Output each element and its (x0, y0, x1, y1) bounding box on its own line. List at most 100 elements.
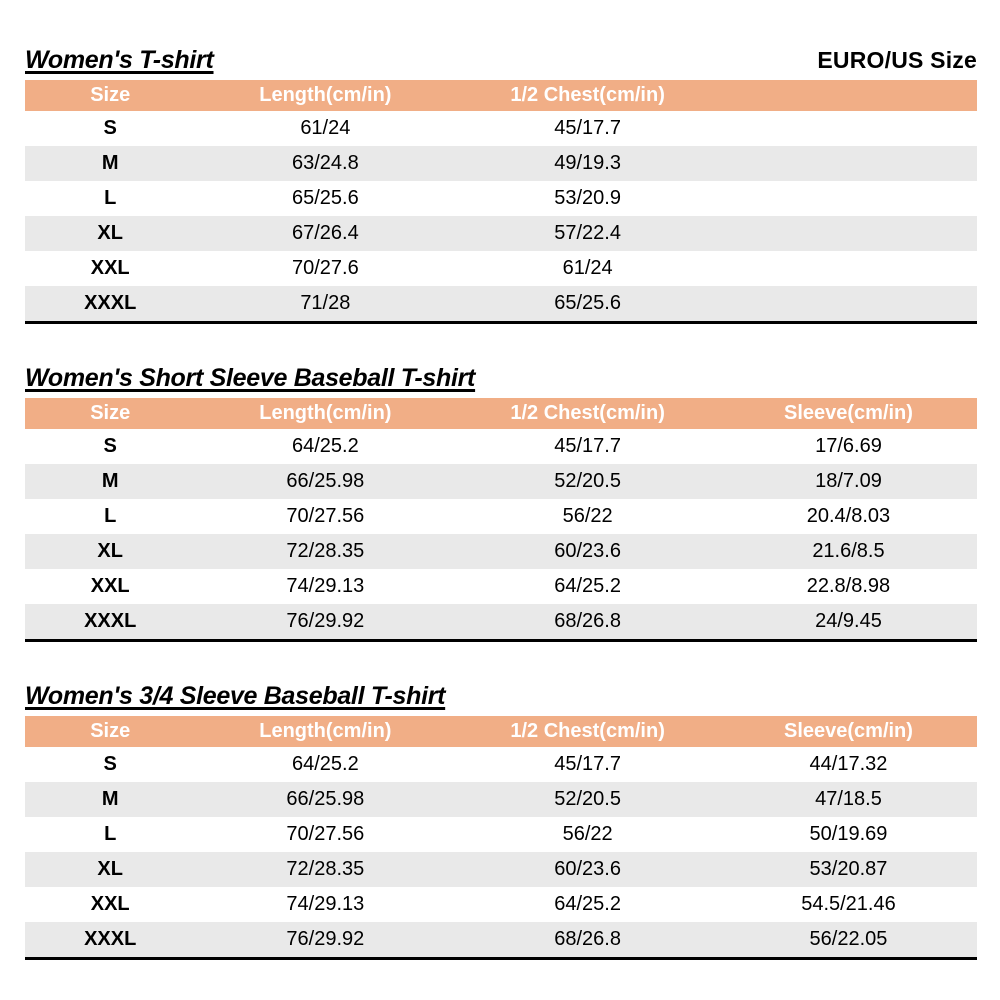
length-cell: 70/27.6 (291, 257, 359, 279)
table-row-xxxl: XXXL 76/29.92 68/26.8 56/22.05 (25, 922, 977, 959)
chest-cell: 49/19.3 (554, 152, 621, 174)
chest-cell: 45/17.7 (554, 117, 621, 139)
table-row-s: S 61/24 45/17.7 (25, 111, 977, 146)
chest-cell: 64/25.2 (554, 893, 621, 915)
chest-cell: 60/23.6 (554, 858, 621, 880)
table-row-l: L 70/27.56 56/22 50/19.69 (25, 817, 977, 852)
section-head: Women's Short Sleeve Baseball T-shirt (25, 364, 977, 392)
size-cell: XXXL (84, 610, 137, 632)
length-cell: 74/29.13 (286, 575, 365, 597)
table-row-xl: XL 67/26.4 57/22.4 (25, 216, 977, 251)
chest-cell: 45/17.7 (554, 435, 621, 457)
size-cell: M (101, 152, 119, 174)
length-cell: 61/24 (300, 117, 351, 139)
chest-cell: 68/26.8 (554, 928, 621, 950)
section-title-three-quarter-sleeve-baseball: Women's 3/4 Sleeve Baseball T-shirt (25, 682, 446, 710)
length-cell: 74/29.13 (286, 893, 365, 915)
table-row-xxxl: XXXL 71/28 65/25.6 (25, 286, 977, 323)
table-row-xl: XL 72/28.35 60/23.6 53/20.87 (25, 852, 977, 887)
empty-cell (720, 286, 977, 323)
length-cell: 70/27.56 (286, 505, 365, 527)
column-header-chest: 1/2 Chest(cm/in) (455, 398, 720, 429)
size-cell: XXXL (84, 292, 137, 314)
sleeve-cell: 50/19.69 (809, 823, 888, 845)
chest-cell: 65/25.6 (554, 292, 621, 314)
length-cell: 71/28 (300, 292, 351, 314)
chest-cell: 53/20.9 (554, 187, 621, 209)
section-title-short-sleeve-baseball: Women's Short Sleeve Baseball T-shirt (25, 364, 476, 392)
sleeve-cell: 44/17.32 (809, 753, 888, 775)
sleeve-cell: 53/20.87 (809, 858, 888, 880)
chest-cell: 52/20.5 (554, 788, 621, 810)
chest-cell: 64/25.2 (554, 575, 621, 597)
length-cell: 76/29.92 (286, 610, 365, 632)
sleeve-cell: 56/22.05 (809, 928, 888, 950)
length-cell: 63/24.8 (291, 152, 359, 174)
size-cell: XL (97, 222, 123, 244)
length-cell: 72/28.35 (286, 858, 365, 880)
chest-cell: 61/24 (562, 257, 613, 279)
length-cell: 72/28.35 (286, 540, 365, 562)
length-cell: 64/25.2 (291, 753, 359, 775)
table-row-m: M 66/25.98 52/20.5 18/7.09 (25, 464, 977, 499)
sleeve-cell: 24/9.45 (815, 610, 882, 632)
column-header-chest: 1/2 Chest(cm/in) (455, 716, 720, 747)
empty-cell (720, 181, 977, 216)
column-header-length: Length(cm/in) (195, 80, 456, 111)
table-header-row: Size Length(cm/in) 1/2 Chest(cm/in) (25, 80, 977, 111)
table-header-row: Size Length(cm/in) 1/2 Chest(cm/in) Slee… (25, 398, 977, 429)
size-cell: M (101, 788, 119, 810)
column-header-chest: 1/2 Chest(cm/in) (455, 80, 720, 111)
table-row-s: S 64/25.2 45/17.7 44/17.32 (25, 747, 977, 782)
column-header-size: Size (25, 80, 196, 111)
length-cell: 66/25.98 (286, 470, 365, 492)
chest-cell: 52/20.5 (554, 470, 621, 492)
section-head: Women's 3/4 Sleeve Baseball T-shirt (25, 682, 977, 710)
length-cell: 65/25.6 (291, 187, 359, 209)
column-header-sleeve: Sleeve(cm/in) (719, 398, 977, 429)
womens-three-quarter-sleeve-baseball-table: Size Length(cm/in) 1/2 Chest(cm/in) Slee… (25, 716, 977, 960)
chest-cell: 57/22.4 (554, 222, 621, 244)
table-row-s: S 64/25.2 45/17.7 17/6.69 (25, 429, 977, 464)
table-row-l: L 65/25.6 53/20.9 (25, 181, 977, 216)
size-cell: L (104, 187, 117, 209)
table-row-l: L 70/27.56 56/22 20.4/8.03 (25, 499, 977, 534)
column-header-length: Length(cm/in) (195, 398, 456, 429)
size-cell: S (103, 117, 117, 139)
womens-short-sleeve-baseball-section: Women's Short Sleeve Baseball T-shirt Si… (25, 364, 977, 642)
length-cell: 66/25.98 (286, 788, 365, 810)
sleeve-cell: 47/18.5 (815, 788, 882, 810)
size-cell: L (104, 823, 117, 845)
column-header-sleeve: Sleeve(cm/in) (719, 716, 977, 747)
empty-cell (720, 216, 977, 251)
chest-cell: 68/26.8 (554, 610, 621, 632)
empty-cell (720, 111, 977, 146)
womens-tshirt-section: Women's T-shirt EURO/US Size Size Length… (25, 46, 977, 324)
column-header-size: Size (25, 398, 196, 429)
size-cell: S (103, 753, 117, 775)
womens-short-sleeve-baseball-table: Size Length(cm/in) 1/2 Chest(cm/in) Slee… (25, 398, 977, 642)
chest-cell: 60/23.6 (554, 540, 621, 562)
section-title-womens-tshirt: Women's T-shirt (25, 46, 214, 74)
column-header-length: Length(cm/in) (195, 716, 456, 747)
chest-cell: 56/22 (562, 505, 613, 527)
table-row-m: M 66/25.98 52/20.5 47/18.5 (25, 782, 977, 817)
sleeve-cell: 22.8/8.98 (806, 575, 891, 597)
size-cell: XL (97, 540, 123, 562)
table-header-row: Size Length(cm/in) 1/2 Chest(cm/in) Slee… (25, 716, 977, 747)
chest-cell: 45/17.7 (554, 753, 621, 775)
size-cell: XXL (90, 575, 130, 597)
column-header-size: Size (25, 716, 196, 747)
length-cell: 64/25.2 (291, 435, 359, 457)
size-cell: XXXL (84, 928, 137, 950)
size-cell: M (101, 470, 119, 492)
womens-tshirt-table: Size Length(cm/in) 1/2 Chest(cm/in) S 61… (25, 80, 977, 324)
length-cell: 76/29.92 (286, 928, 365, 950)
size-cell: XXL (90, 893, 130, 915)
size-cell: S (103, 435, 117, 457)
table-row-xxl: XXL 70/27.6 61/24 (25, 251, 977, 286)
table-row-xxl: XXL 74/29.13 64/25.2 22.8/8.98 (25, 569, 977, 604)
table-row-xxxl: XXXL 76/29.92 68/26.8 24/9.45 (25, 604, 977, 641)
womens-three-quarter-sleeve-baseball-section: Women's 3/4 Sleeve Baseball T-shirt Size… (25, 682, 977, 960)
